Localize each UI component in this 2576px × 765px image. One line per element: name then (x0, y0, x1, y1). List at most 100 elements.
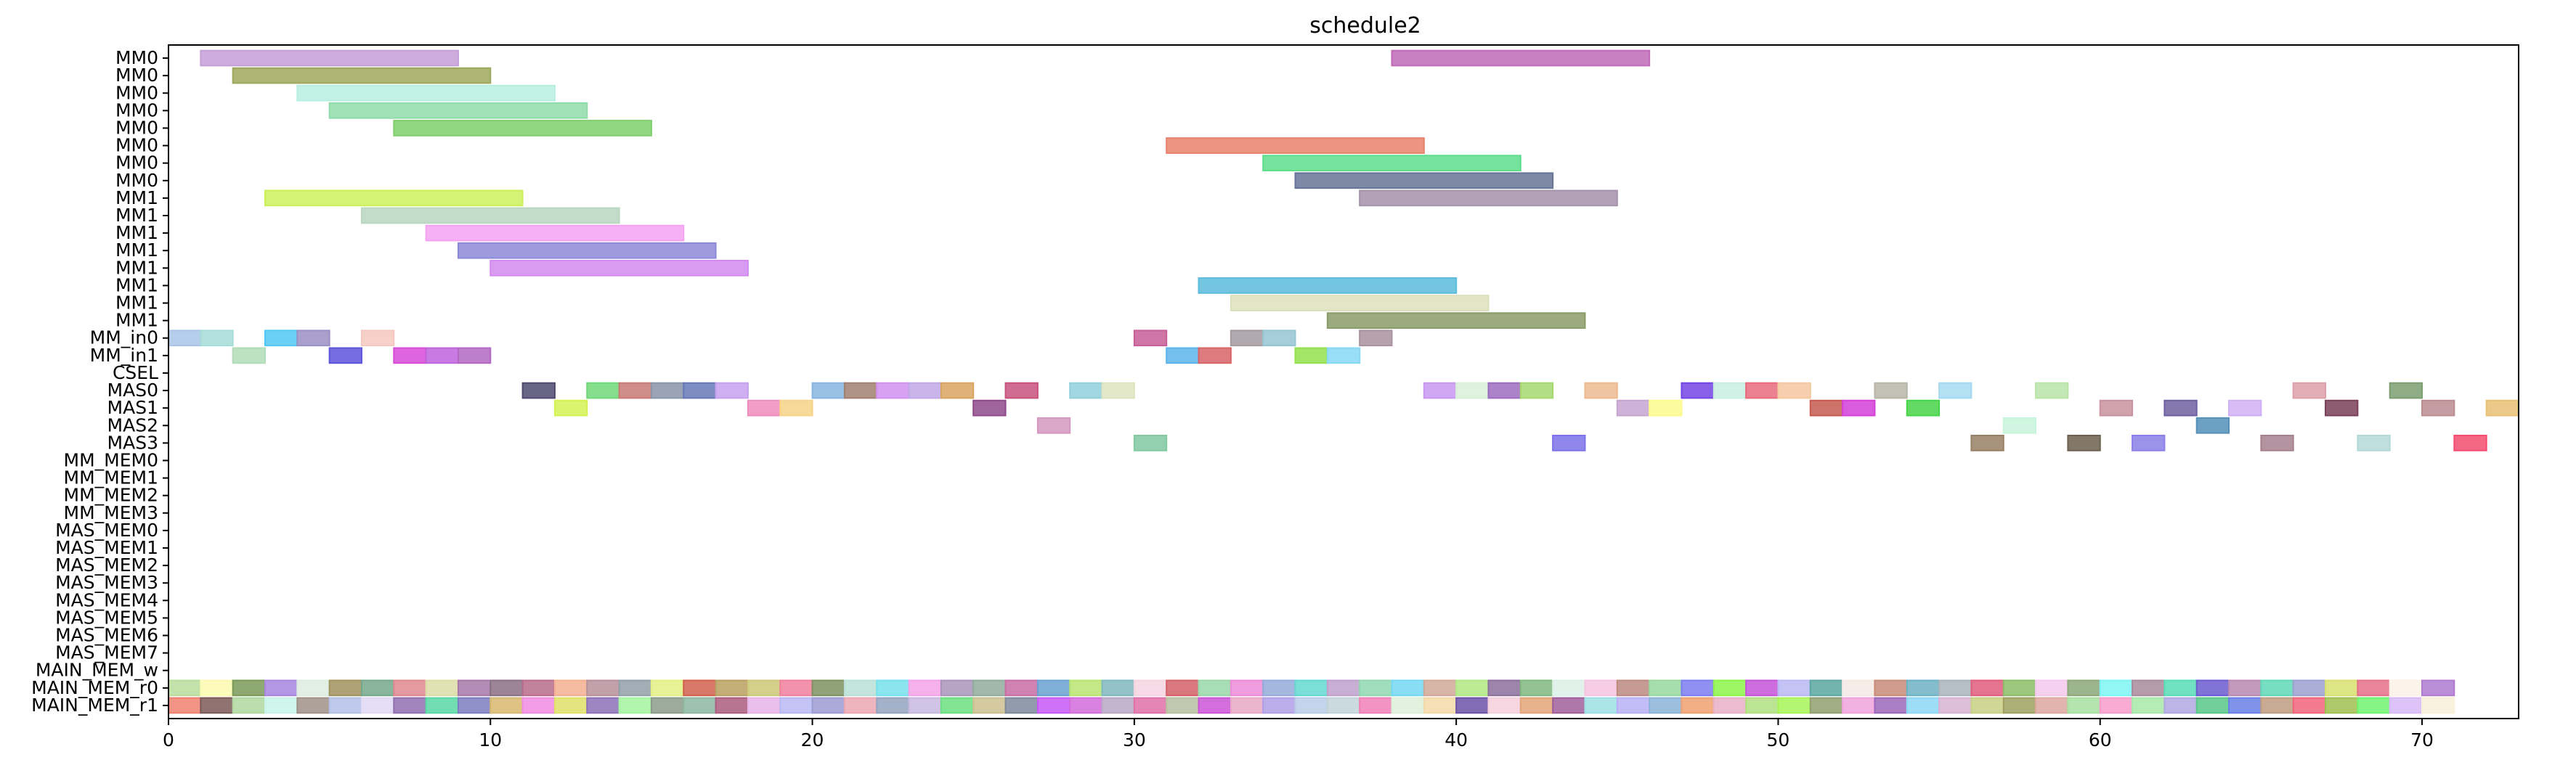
memory-cell (2099, 697, 2134, 714)
memory-cell (1487, 697, 1521, 714)
memory-cell (843, 697, 878, 714)
task-bar (393, 347, 427, 364)
task-bar (489, 259, 749, 277)
y-tick-label: MM1 (115, 292, 158, 314)
memory-cell (1166, 679, 1200, 697)
memory-cell (618, 679, 652, 697)
memory-cell (1712, 697, 1747, 714)
memory-cell (779, 697, 813, 714)
memory-cell (1230, 697, 1264, 714)
memory-cell (1584, 679, 1618, 697)
memory-cell (2228, 679, 2262, 697)
task-bar (1809, 399, 1844, 417)
task-bar (457, 347, 492, 364)
task-bar (2035, 382, 2069, 399)
memory-cell (2067, 697, 2101, 714)
x-axis: 0 10 20 30 40 50 60 70 (163, 719, 2434, 750)
memory-cell (232, 697, 266, 714)
memory-cell (747, 679, 781, 697)
x-tick-label: 70 (2410, 729, 2434, 750)
y-tick-label: MAS_MEM7 (55, 642, 158, 663)
memory-cell (779, 679, 813, 697)
y-tick-label: MAS2 (107, 414, 158, 435)
memory-cell (1036, 697, 1071, 714)
memory-cell (1133, 679, 1168, 697)
task-bar (200, 330, 234, 347)
y-tick-label: MM_MEM3 (64, 502, 158, 523)
memory-cell (715, 697, 749, 714)
memory-cell (2163, 697, 2198, 714)
memory-cell (1906, 697, 1941, 714)
memory-cell (1777, 697, 1811, 714)
task-bar (2325, 399, 2359, 417)
memory-cell (2067, 679, 2101, 697)
task-bar (843, 382, 878, 399)
task-bar (200, 49, 459, 67)
memory-cell (2260, 679, 2294, 697)
task-bar (1069, 382, 1103, 399)
memory-cell (1069, 697, 1103, 714)
memory-cell (1809, 679, 1844, 697)
y-tick-label: MAS_MEM2 (55, 555, 158, 576)
task-bar (1616, 399, 1651, 417)
x-tick-label: 10 (479, 729, 502, 750)
memory-cell (843, 679, 878, 697)
task-bar (1487, 382, 1521, 399)
memory-cell (393, 697, 427, 714)
task-bar (683, 382, 717, 399)
memory-cell (168, 679, 202, 697)
memory-cell (618, 697, 652, 714)
memory-cell (2389, 679, 2423, 697)
memory-cell (2035, 697, 2069, 714)
memory-cell (2325, 697, 2359, 714)
task-bar (1842, 399, 1876, 417)
memory-cell (2357, 679, 2391, 697)
memory-cell (908, 679, 942, 697)
task-bar (1649, 399, 1683, 417)
memory-cell (650, 697, 685, 714)
x-tick-label: 0 (163, 729, 174, 750)
task-bar (650, 382, 685, 399)
memory-cell (2325, 679, 2359, 697)
task-bar (232, 67, 492, 84)
x-tick-label: 20 (801, 729, 824, 750)
task-bar (1359, 189, 1618, 207)
memory-cell (1552, 679, 1586, 697)
task-bar (2260, 435, 2294, 451)
task-bar (1777, 382, 1811, 399)
y-tick-label: MM0 (115, 82, 158, 103)
task-bar (264, 189, 524, 207)
y-tick-label: MM1 (115, 205, 158, 226)
x-tick-label: 40 (1445, 729, 1468, 750)
y-tick-label: MAS_MEM4 (55, 589, 158, 610)
memory-cell (393, 679, 427, 697)
y-tick-label: MM_in0 (90, 327, 158, 348)
task-bar (1198, 277, 1458, 294)
memory-cell (1616, 679, 1651, 697)
task-bar (1906, 399, 1941, 417)
memory-cell (2357, 697, 2391, 714)
y-tick-label: CSEL (113, 362, 158, 383)
memory-cell (1842, 679, 1876, 697)
task-bar (1712, 382, 1747, 399)
memory-cell (1745, 679, 1779, 697)
memory-cell (811, 679, 845, 697)
task-bar (232, 347, 266, 364)
task-bar (1970, 435, 2004, 451)
memory-cell (2002, 697, 2037, 714)
task-bar (1262, 155, 1521, 172)
memory-cell (1681, 697, 1715, 714)
memory-cell (1101, 697, 1135, 714)
memory-cell (2421, 679, 2455, 697)
memory-cell (586, 679, 620, 697)
task-bar (908, 382, 942, 399)
memory-cell (1906, 679, 1941, 697)
task-bar (1133, 435, 1168, 451)
memory-cell (972, 679, 1007, 697)
memory-cell (1391, 679, 1425, 697)
y-tick-label: MM0 (115, 152, 158, 173)
memory-cell (1198, 679, 1232, 697)
memory-cell (1616, 697, 1651, 714)
task-bar (1874, 382, 1908, 399)
